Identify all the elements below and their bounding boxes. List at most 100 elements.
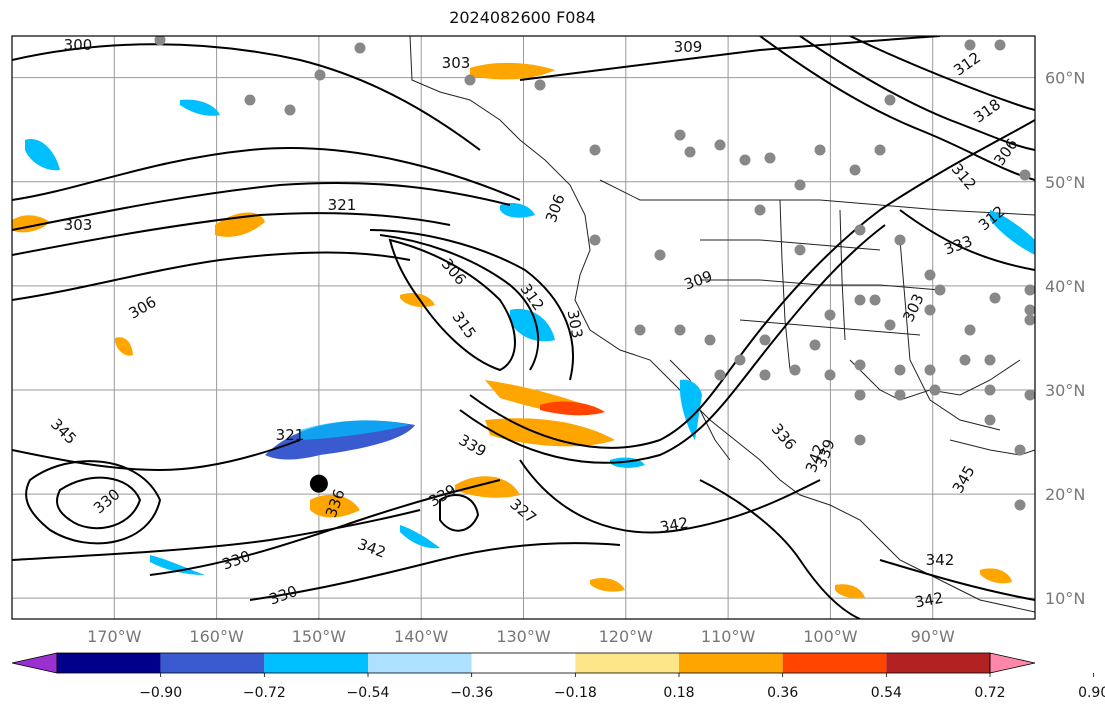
station-dot — [789, 364, 801, 376]
station-dot — [1024, 304, 1035, 316]
station-dot — [894, 234, 906, 246]
station-dot — [894, 364, 906, 376]
station-dots — [154, 36, 1035, 511]
station-dot — [924, 304, 936, 316]
contour-label: 309 — [674, 38, 703, 56]
station-dot — [739, 154, 751, 166]
station-dot — [924, 269, 936, 281]
colorbar-segment — [471, 653, 576, 673]
station-dot — [674, 324, 686, 336]
longitude-tick-label: 90°W — [911, 627, 955, 646]
colorbar-segment — [679, 653, 783, 673]
station-dot — [1014, 499, 1026, 511]
colorbar-tick-label: 0.36 — [767, 685, 798, 701]
contour-label: 303 — [442, 54, 471, 72]
station-dot — [1024, 284, 1035, 296]
station-dot — [634, 324, 646, 336]
station-dot — [1019, 169, 1031, 181]
contour-label: 321 — [328, 196, 357, 214]
latitude-tick-label: 40°N — [1045, 277, 1085, 296]
latitude-tick-label: 60°N — [1045, 69, 1085, 88]
station-dot — [934, 284, 946, 296]
station-dot — [714, 139, 726, 151]
contour-label: 303 — [564, 308, 587, 339]
station-dot — [814, 144, 826, 156]
station-dot — [984, 354, 996, 366]
station-dot — [1024, 389, 1035, 401]
station-dot — [824, 309, 836, 321]
station-dot — [759, 369, 771, 381]
longitude-tick-label: 140°W — [394, 627, 449, 646]
station-dot — [354, 42, 366, 54]
station-dot — [464, 74, 476, 86]
station-dot — [884, 94, 896, 106]
colorbar-tick-label: 0.72 — [974, 685, 1005, 701]
coastlines — [409, 36, 1035, 613]
colorbar-tick-label: −0.36 — [450, 685, 493, 701]
colorbar-tick-label: 0.54 — [871, 685, 902, 701]
colorbar-tick-labels: −0.90 −0.72 −0.54 −0.36 −0.18 0.18 0.36 0.54 0.7… — [139, 673, 1105, 701]
station-dot — [989, 292, 1001, 304]
station-dot — [854, 359, 866, 371]
station-dot — [964, 324, 976, 336]
station-dot — [994, 39, 1006, 51]
longitude-tick-label: 160°W — [189, 627, 244, 646]
colorbar-extend-high — [989, 652, 1036, 674]
station-dot — [759, 334, 771, 346]
colorbar-tick-label: 0.90 — [1078, 685, 1105, 701]
latitude-tick-label: 20°N — [1045, 485, 1085, 504]
contour-label: 342 — [913, 589, 944, 612]
shaded-features — [12, 62, 1035, 599]
station-dot — [154, 36, 166, 46]
colorbar-tick-label: −0.72 — [243, 685, 286, 701]
colorbar-segment — [57, 653, 161, 673]
colorbar-segment — [886, 653, 990, 673]
colorbar — [11, 652, 1036, 674]
longitude-tick-label: 120°W — [599, 627, 654, 646]
station-dot — [1014, 444, 1026, 456]
colorbar-extend-low — [11, 652, 58, 674]
contour-label: 342 — [658, 514, 689, 537]
station-dot — [734, 354, 746, 366]
contour-label: 321 — [276, 426, 305, 444]
colorbar-tick-label: −0.18 — [554, 685, 597, 701]
station-dot — [924, 364, 936, 376]
station-dot — [684, 146, 696, 158]
map-frame — [11, 35, 1036, 620]
station-dot — [984, 384, 996, 396]
latitude-tick-label: 30°N — [1045, 381, 1085, 400]
station-dot — [284, 104, 296, 116]
station-dot — [894, 389, 906, 401]
station-dot — [854, 434, 866, 446]
station-dot — [314, 69, 326, 81]
colorbar-segment — [368, 653, 472, 673]
station-dot — [674, 129, 686, 141]
contour-label: 300 — [64, 36, 93, 54]
station-dot — [754, 204, 766, 216]
station-dot — [824, 369, 836, 381]
colorbar-segment — [264, 653, 368, 673]
station-dot — [854, 294, 866, 306]
colorbar-tick-label: −0.90 — [139, 685, 182, 701]
station-dot — [764, 152, 776, 164]
colorbar-segment — [575, 653, 679, 673]
colorbar-frame — [56, 652, 991, 674]
station-dot — [1024, 314, 1035, 326]
station-dot — [849, 164, 861, 176]
station-dot — [794, 244, 806, 256]
station-dot — [854, 224, 866, 236]
station-dot — [244, 94, 256, 106]
longitude-tick-label: 150°W — [292, 627, 347, 646]
map-title: 2024082600 F084 — [449, 8, 596, 27]
longitude-tick-label: 130°W — [496, 627, 551, 646]
colorbar-tick-label: 0.18 — [663, 685, 694, 701]
station-dot — [854, 389, 866, 401]
longitude-tick-label: 110°W — [701, 627, 756, 646]
colorbar-tick-label: −0.54 — [347, 685, 390, 701]
contour-label: 342 — [926, 551, 955, 569]
contour-lines — [12, 36, 1035, 619]
station-dot — [589, 234, 601, 246]
